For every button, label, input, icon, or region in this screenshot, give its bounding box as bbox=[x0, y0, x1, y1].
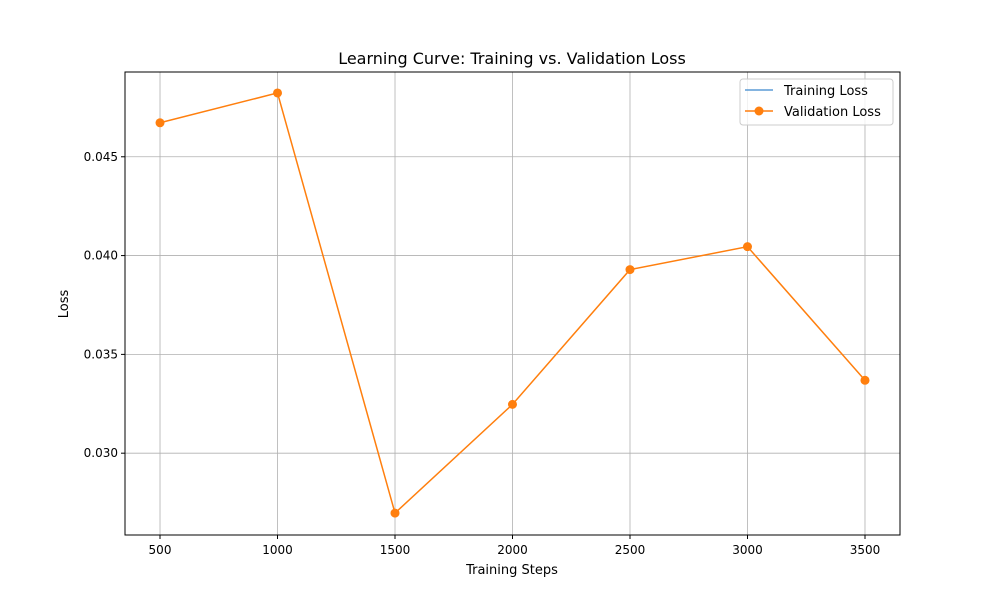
validation-loss-point bbox=[742, 242, 752, 252]
x-tick-label: 3000 bbox=[732, 543, 763, 557]
legend-box bbox=[739, 78, 894, 126]
y-tick-label: 0.030 bbox=[84, 446, 118, 460]
legend-validation-label: Validation Loss bbox=[784, 105, 881, 120]
x-tick-label: 1500 bbox=[380, 543, 411, 557]
y-tick-label: 0.045 bbox=[84, 150, 118, 164]
series-layer bbox=[155, 88, 870, 518]
legend-training-label: Training Loss bbox=[783, 84, 868, 99]
x-tick-label: 3500 bbox=[850, 543, 881, 557]
validation-loss-point bbox=[273, 88, 283, 98]
x-tick-label: 2500 bbox=[615, 543, 646, 557]
chart-title: Learning Curve: Training vs. Validation … bbox=[338, 49, 686, 68]
x-tick-label: 2000 bbox=[497, 543, 528, 557]
validation-loss-point bbox=[625, 265, 635, 275]
y-tick-label: 0.040 bbox=[84, 249, 118, 263]
grid bbox=[125, 72, 900, 535]
validation-loss-point bbox=[860, 375, 870, 385]
legend: Training Loss Validation Loss bbox=[739, 78, 894, 126]
x-axis-label: Training Steps bbox=[465, 563, 558, 578]
plot-frame bbox=[124, 71, 901, 536]
y-axis-label: Loss bbox=[57, 290, 72, 319]
validation-loss-point bbox=[155, 118, 165, 128]
x-axis-ticks: 500 1000 1500 2000 2500 3000 3500 bbox=[149, 535, 881, 557]
validation-loss-point bbox=[508, 399, 517, 409]
x-tick-label: 500 bbox=[149, 543, 172, 557]
x-tick-label: 1000 bbox=[262, 543, 293, 557]
legend-validation-marker bbox=[754, 106, 764, 116]
validation-loss-point bbox=[390, 508, 400, 518]
y-tick-label: 0.035 bbox=[84, 347, 118, 361]
y-axis-ticks: 0.030 0.035 0.040 0.045 bbox=[84, 150, 125, 460]
